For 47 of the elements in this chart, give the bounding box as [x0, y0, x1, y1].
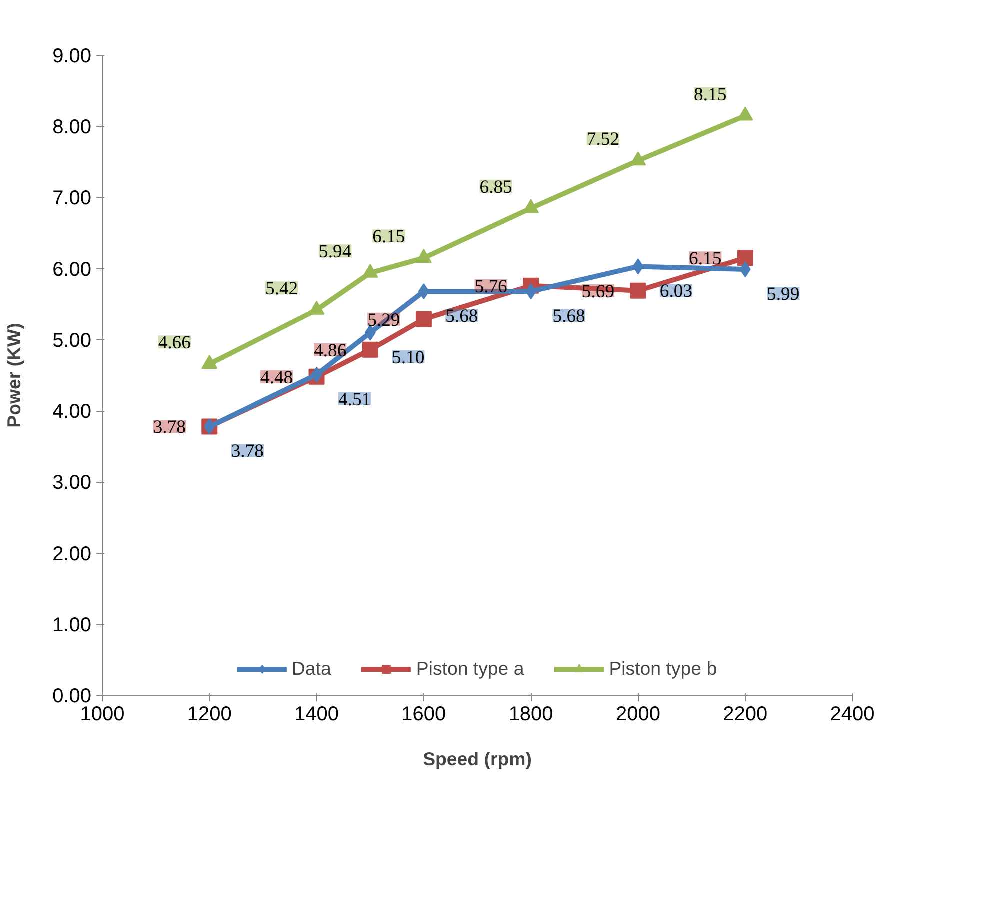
point	[737, 250, 754, 266]
y-tick-label: 9.00	[52, 46, 92, 68]
legend-label: Data	[292, 658, 332, 680]
data-label: 8.15	[694, 84, 727, 106]
data-label: 5.42	[265, 278, 298, 300]
x-tick-label: 1800	[508, 704, 554, 726]
x-tick-label: 2400	[830, 704, 875, 726]
data-label: 6.15	[689, 248, 722, 270]
point	[416, 249, 432, 263]
data-label: 5.68	[446, 306, 478, 328]
data-label: 5.99	[767, 284, 800, 306]
y-tick-label: 7.00	[52, 188, 92, 210]
data-label: 4.48	[260, 367, 294, 388]
data-label: 6.03	[660, 281, 693, 302]
x-tick-label: 2000	[616, 704, 660, 726]
data-label: 3.78	[153, 417, 186, 438]
y-tick-label: 3.00	[52, 472, 92, 494]
data-label: 5.94	[319, 242, 352, 263]
data-label: 5.68	[552, 306, 586, 328]
data-label: 5.69	[582, 281, 615, 302]
y-tick-label: 4.00	[52, 401, 92, 424]
y-tick-label: 8.00	[52, 116, 92, 139]
y-tick-label: 6.00	[52, 258, 92, 281]
x-tick-label: 2200	[723, 704, 768, 726]
data-label: 5.10	[392, 347, 425, 368]
x-axis-title: Speed (rpm)	[423, 748, 532, 770]
x-tick-label: 1400	[294, 704, 340, 726]
y-axis-title: Power (KW)	[4, 323, 25, 428]
x-tick-label: 1600	[402, 704, 446, 726]
y-tick-label: 2.00	[52, 543, 92, 566]
data-label: 7.52	[586, 129, 620, 150]
data-label: 4.86	[314, 340, 347, 362]
data-label: 6.15	[372, 226, 406, 248]
point	[416, 311, 432, 328]
point	[630, 282, 646, 299]
y-tick-label: 5.00	[52, 330, 92, 352]
point	[362, 342, 378, 358]
legend-label: Piston type b	[609, 658, 718, 680]
data-label: 4.66	[158, 332, 191, 354]
data-label: 3.78	[231, 441, 264, 462]
x-tick-label: 1200	[187, 704, 232, 726]
data-label: 5.76	[474, 276, 508, 298]
legend-label: Piston type a	[416, 658, 524, 680]
data-label: 6.85	[480, 176, 512, 198]
y-tick-label: 1.00	[52, 614, 92, 636]
data-label: 5.29	[368, 310, 400, 331]
data-label: 4.51	[338, 389, 372, 410]
